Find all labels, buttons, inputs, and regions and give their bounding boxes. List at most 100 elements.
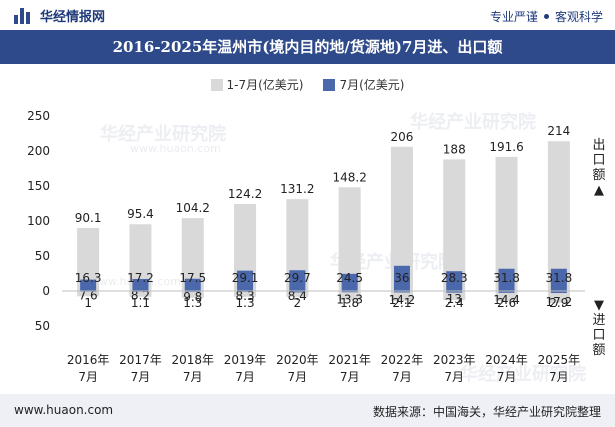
- data-label-cumulative-import: 13.3: [336, 292, 363, 306]
- x-tick-label: 2022年: [381, 353, 424, 367]
- chart-title: 2016-2025年温州市(境内目的地/货源地)7月进、出口额: [0, 30, 615, 64]
- x-tick-label: 7月: [340, 370, 360, 384]
- data-label-monthly-export: 29.1: [232, 271, 259, 285]
- x-tick-label: 7月: [549, 370, 569, 384]
- watermark-url: www.huaon.com: [130, 142, 221, 155]
- tagline: 专业严谨 客观科学: [490, 8, 603, 25]
- tagline-dot-icon: [543, 14, 549, 19]
- data-label-cumulative-import: 17.2: [545, 295, 572, 309]
- data-label-cumulative-export: 95.4: [127, 207, 154, 221]
- data-label-cumulative-import: 8.3: [236, 289, 255, 303]
- x-tick-label: 7月: [444, 370, 464, 384]
- export-label: 出口额: [592, 138, 606, 183]
- bar-monthly-export: [341, 273, 358, 291]
- x-tick-label: 2016年: [67, 353, 110, 367]
- legend-swatch-monthly: [323, 78, 336, 91]
- brand-logo-icon: [14, 7, 32, 24]
- legend-item-cumulative[interactable]: 1-7月(亿美元): [210, 76, 304, 93]
- down-arrow-icon: ▼: [594, 298, 604, 313]
- data-label-monthly-import: 2.9: [549, 296, 568, 310]
- bar-cumulative-export: [443, 159, 466, 291]
- bar-cumulative-import: [443, 291, 466, 301]
- bar-cumulative-import: [234, 291, 257, 297]
- bar-monthly-export: [80, 279, 97, 291]
- y-tick-label: 150: [27, 179, 50, 193]
- x-tick-label: 2021年: [328, 353, 371, 367]
- bar-cumulative-export: [77, 227, 100, 291]
- x-tick-label: 7月: [288, 370, 308, 384]
- x-tick-label: 7月: [235, 370, 255, 384]
- data-label-cumulative-import: 14.2: [389, 293, 416, 307]
- bar-monthly-import: [550, 291, 567, 294]
- data-label-cumulative-export: 90.1: [75, 211, 102, 225]
- x-tick-label: 7月: [131, 370, 151, 384]
- x-tick-label: 2025年: [538, 353, 581, 367]
- bar-cumulative-import: [77, 291, 100, 297]
- bar-monthly-export: [289, 270, 306, 291]
- data-label-cumulative-export: 124.2: [228, 187, 262, 201]
- data-label-monthly-export: 17.2: [127, 271, 154, 285]
- data-label-cumulative-import: 8.4: [288, 289, 307, 303]
- data-label-monthly-import: 1.3: [183, 296, 202, 310]
- x-tick-label: 2017年: [119, 353, 162, 367]
- data-label-monthly-export: 24.5: [336, 271, 363, 285]
- data-label-cumulative-export: 131.2: [280, 182, 314, 196]
- up-arrow-icon: ▲: [594, 183, 604, 198]
- bar-chart: 250 200 150 100 50 0 50 90.1 16.3 17.6 2016年 7月 95.4…: [27, 109, 585, 384]
- brand[interactable]: 华经情报网: [14, 6, 105, 25]
- bar-cumulative-import: [286, 291, 309, 297]
- data-label-monthly-export: 28.3: [441, 271, 468, 285]
- legend-label-cumulative: 1-7月(亿美元): [226, 78, 304, 92]
- data-label-monthly-export: 31.8: [493, 271, 520, 285]
- bar-monthly-import: [289, 291, 306, 293]
- top-bar: 华经情报网 专业严谨 客观科学: [0, 0, 615, 30]
- data-label-cumulative-import: 7.6: [79, 288, 98, 302]
- bar-monthly-export: [446, 271, 463, 291]
- data-label-monthly-import: 2.1: [392, 296, 411, 310]
- data-label-cumulative-import: 8.2: [131, 289, 150, 303]
- x-tick-label: 7月: [183, 370, 203, 384]
- data-label-monthly-import: 2.4: [445, 296, 464, 310]
- data-label-cumulative-export: 104.2: [176, 201, 210, 215]
- data-label-monthly-export: 17.5: [179, 271, 206, 285]
- import-side-label: ▼ 进口额: [591, 298, 607, 358]
- bar-cumulative-import: [181, 291, 204, 298]
- tagline-1: 专业严谨: [489, 10, 538, 24]
- data-label-monthly-export: 16.3: [75, 271, 102, 285]
- legend-label-monthly: 7月(亿美元): [339, 78, 405, 92]
- bar-cumulative-export: [495, 156, 518, 291]
- tagline-2: 客观科学: [554, 10, 603, 24]
- data-label-monthly-import: 1.3: [236, 296, 255, 310]
- bar-cumulative-export: [234, 204, 257, 291]
- data-label-monthly-export: 29.7: [284, 271, 311, 285]
- legend-swatch-cumulative: [210, 78, 223, 91]
- bar-cumulative-export: [129, 224, 152, 291]
- data-label-cumulative-export: 206: [390, 130, 413, 144]
- x-tick-label: 2018年: [171, 353, 214, 367]
- bar-monthly-export: [184, 278, 201, 291]
- bar-cumulative-export: [390, 146, 413, 291]
- data-label-cumulative-export: 191.6: [489, 140, 523, 154]
- x-tick-label: 2019年: [224, 353, 267, 367]
- bar-monthly-export: [498, 268, 515, 291]
- data-label-cumulative-import: 9.8: [183, 290, 202, 304]
- bar-monthly-import: [341, 291, 358, 293]
- bar-monthly-import: [446, 291, 463, 293]
- data-label-monthly-import: 2: [294, 296, 302, 310]
- bar-monthly-export: [132, 278, 149, 291]
- footer-website[interactable]: www.huaon.com: [14, 403, 114, 417]
- y-tick-label: 100: [27, 214, 50, 228]
- legend-item-monthly[interactable]: 7月(亿美元): [323, 76, 404, 93]
- legend: 1-7月(亿美元) 7月(亿美元): [0, 76, 615, 93]
- bar-monthly-import: [393, 291, 410, 293]
- bar-cumulative-export: [181, 218, 204, 291]
- data-label-monthly-import: 1.8: [340, 296, 359, 310]
- y-tick-label: 200: [27, 144, 50, 158]
- watermark: 华经产业研究院: [410, 112, 536, 133]
- data-label-cumulative-export: 148.2: [332, 170, 366, 184]
- y-tick-label: 0: [42, 284, 50, 298]
- bar-cumulative-import: [338, 291, 361, 301]
- bar-cumulative-export: [547, 141, 570, 291]
- bar-cumulative-export: [338, 187, 361, 291]
- data-label-cumulative-import: 13: [447, 292, 462, 306]
